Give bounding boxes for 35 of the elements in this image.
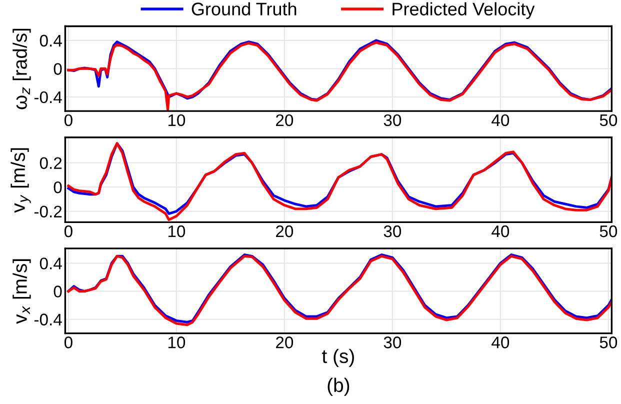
x-tick-label: 10 bbox=[168, 114, 186, 126]
y-tick-label: 0.4 bbox=[40, 34, 62, 47]
x-tick-label: 30 bbox=[384, 114, 402, 126]
y-tick-label: -0.2 bbox=[34, 206, 62, 218]
line-series bbox=[67, 41, 612, 111]
y-tick-label: 0.4 bbox=[40, 258, 62, 270]
text: (b) bbox=[328, 378, 350, 396]
x-tick-label: 0 bbox=[64, 336, 72, 348]
y-tick-label: 0.2 bbox=[40, 157, 62, 170]
y-tick-label: -0.4 bbox=[34, 314, 62, 326]
x-tick-label: 20 bbox=[276, 114, 294, 126]
legend-label: Predicted Velocity bbox=[392, 2, 535, 20]
legend-label: Ground Truth bbox=[192, 2, 296, 16]
x-tick-label: 40 bbox=[492, 336, 510, 348]
x-tick-label: 10 bbox=[168, 336, 186, 348]
y-axis-title: v$_{x}$ [m/s] bbox=[12, 259, 31, 324]
x-tick-label: 50 bbox=[600, 336, 618, 348]
x-tick-label: 40 bbox=[492, 225, 510, 238]
y-tick-label: -0.4 bbox=[34, 91, 62, 104]
x-axis-title: t (s) bbox=[322, 348, 354, 367]
x-tick-label: 40 bbox=[492, 114, 510, 126]
x-tick-label: 50 bbox=[600, 114, 618, 126]
x-tick-label: 30 bbox=[384, 225, 402, 238]
x-tick-label: 0 bbox=[64, 225, 72, 238]
x-tick-label: 50 bbox=[600, 225, 618, 238]
x-tick-label: 10 bbox=[168, 225, 186, 238]
y-tick-label: 0 bbox=[54, 63, 62, 75]
x-tick-label: 0 bbox=[64, 114, 72, 126]
y-axis-title: ω$_{z}$ [rad/s] bbox=[12, 28, 31, 110]
y-tick-label: 0 bbox=[54, 181, 62, 194]
x-tick-label: 30 bbox=[384, 336, 402, 348]
x-tick-label: 20 bbox=[276, 225, 294, 238]
x-tick-label: 20 bbox=[276, 336, 294, 348]
y-axis-title: v$_{y}$ [m/s] bbox=[10, 148, 31, 213]
y-tick-label: 0 bbox=[54, 286, 62, 298]
